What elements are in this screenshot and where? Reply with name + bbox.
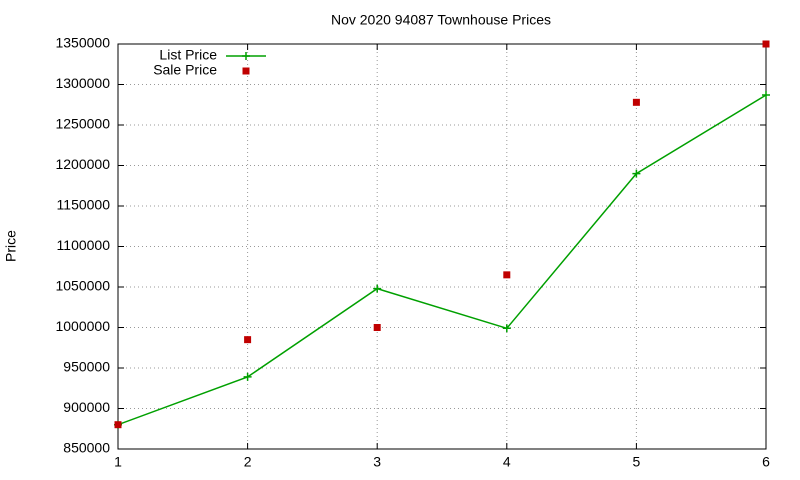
- y-tick-label: 1350000: [55, 35, 110, 51]
- legend-swatch: [242, 67, 250, 75]
- point: [244, 336, 252, 344]
- y-tick-label: 900000: [63, 399, 110, 415]
- y-tick-label: 1150000: [57, 197, 111, 213]
- y-tick-label: 850000: [63, 440, 110, 456]
- y-tick-label: 1200000: [55, 156, 110, 172]
- y-tick-label: 1250000: [55, 116, 110, 132]
- plot-border: [117, 43, 767, 450]
- point: [373, 324, 381, 331]
- legend-label: Sale Price: [153, 62, 217, 78]
- point: [502, 324, 511, 333]
- point: [503, 271, 511, 279]
- point: [114, 421, 122, 429]
- x-tick-label: 6: [762, 454, 770, 470]
- legend-label: List Price: [159, 47, 217, 63]
- point: [243, 372, 252, 381]
- point: [762, 91, 770, 100]
- y-tick-label: 950000: [63, 359, 110, 375]
- x-tick-label: 1: [114, 454, 122, 470]
- y-tick-label: 1050000: [55, 278, 110, 294]
- x-tick-label: 2: [244, 454, 252, 470]
- x-tick-label: 4: [503, 454, 511, 470]
- series-line: [117, 94, 767, 426]
- y-axis-label: Price: [3, 230, 19, 262]
- point: [762, 40, 770, 48]
- y-tick-label: 1300000: [55, 75, 110, 91]
- point: [632, 98, 640, 106]
- y-tick-label: 1100000: [57, 237, 111, 253]
- x-tick-label: 5: [633, 454, 641, 470]
- legend-swatch: [242, 52, 250, 60]
- point: [373, 284, 382, 293]
- point: [632, 169, 641, 178]
- x-tick-label: 3: [373, 454, 381, 470]
- y-tick-label: 1000000: [55, 318, 110, 334]
- chart-title: Nov 2020 94087 Townhouse Prices: [331, 12, 551, 28]
